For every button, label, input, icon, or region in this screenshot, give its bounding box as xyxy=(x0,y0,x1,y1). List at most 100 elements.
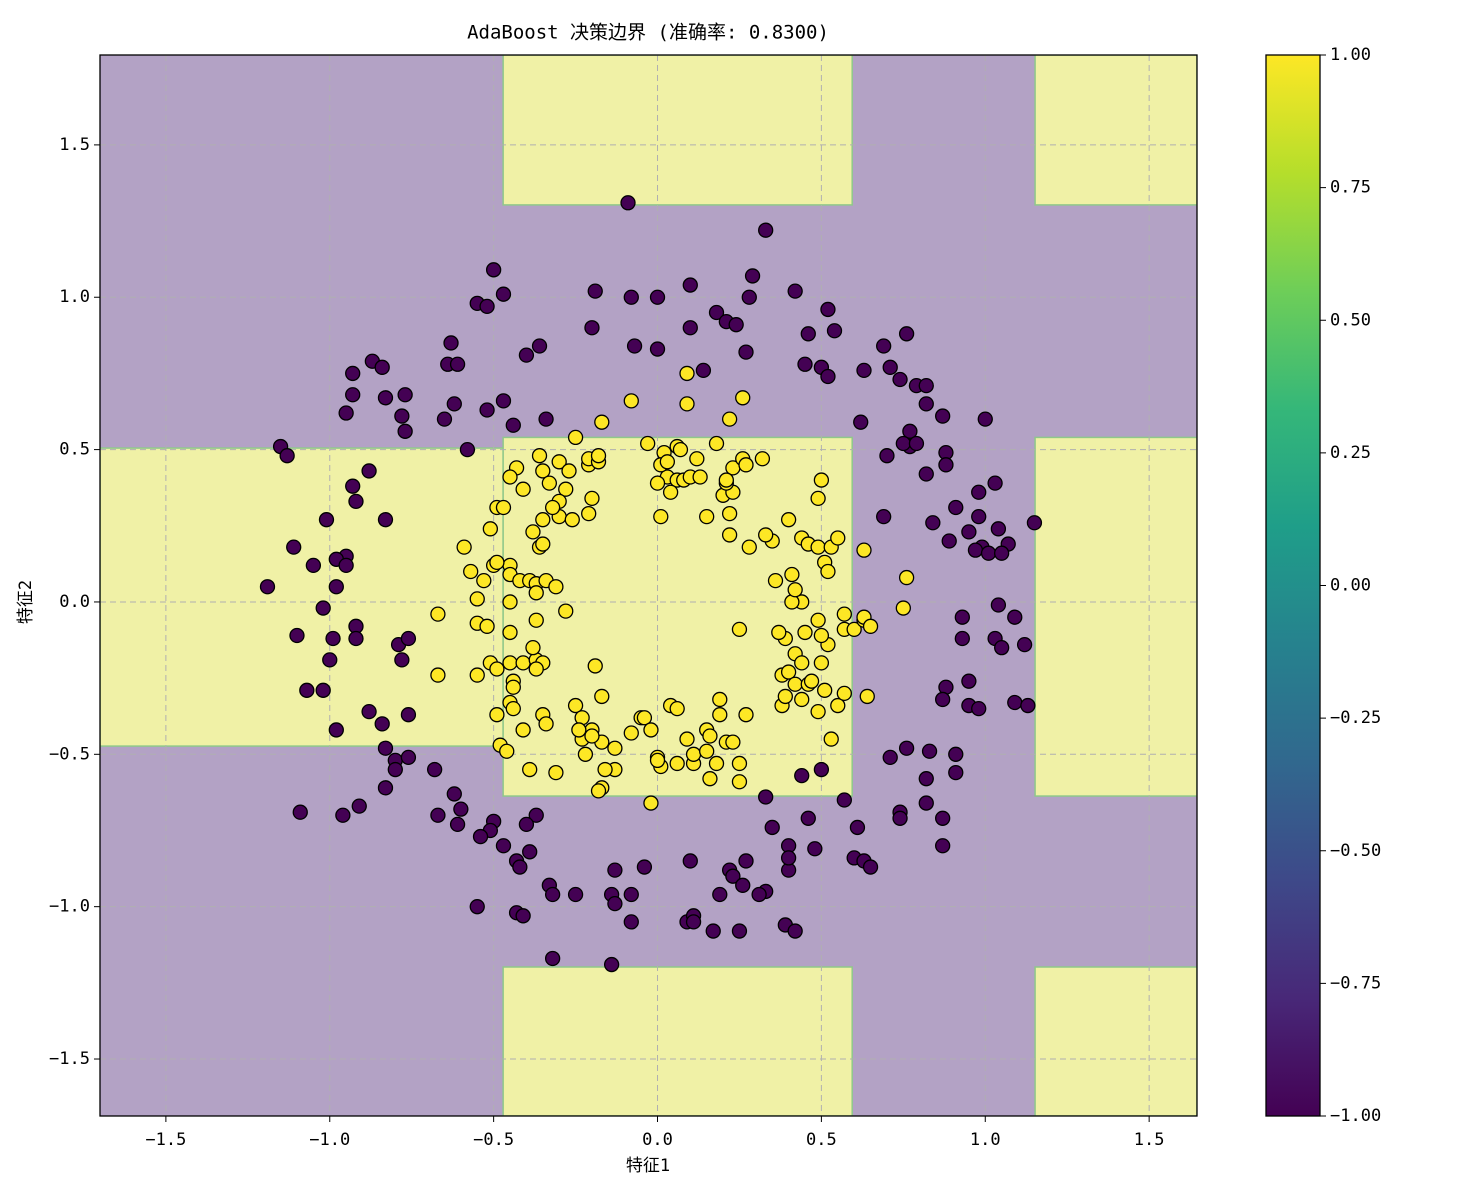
y-tick-label: −0.5 xyxy=(49,744,90,764)
point xyxy=(538,411,554,427)
plot-frame xyxy=(99,54,1198,1117)
decision-region xyxy=(502,966,853,1116)
point xyxy=(315,600,331,616)
point xyxy=(990,597,1007,613)
point xyxy=(623,289,639,305)
decision-region xyxy=(1034,55,1197,206)
point xyxy=(426,761,443,778)
point xyxy=(649,289,666,305)
point xyxy=(594,414,610,430)
point xyxy=(921,743,938,759)
point xyxy=(279,448,295,464)
point xyxy=(345,365,361,382)
x-tick-label: −1.5 xyxy=(145,1130,186,1150)
y-tick-label: −1.0 xyxy=(49,897,90,917)
point xyxy=(777,688,793,705)
point xyxy=(751,886,767,903)
point xyxy=(744,268,761,284)
point xyxy=(397,387,413,403)
point xyxy=(348,630,364,647)
point xyxy=(636,710,653,726)
x-tick-label: 1.0 xyxy=(970,1130,1001,1150)
point xyxy=(758,222,774,238)
point xyxy=(935,408,951,424)
point xyxy=(515,908,531,924)
point xyxy=(502,469,518,485)
point xyxy=(898,569,915,586)
colorbar-tick-label: −0.50 xyxy=(1330,841,1381,861)
point xyxy=(689,451,705,467)
point xyxy=(453,801,469,817)
point xyxy=(623,393,639,409)
point xyxy=(653,508,669,525)
point xyxy=(685,746,702,762)
point xyxy=(489,707,505,723)
point xyxy=(286,539,302,555)
point xyxy=(708,755,725,772)
point xyxy=(607,862,623,878)
point xyxy=(525,524,541,540)
point xyxy=(892,810,908,826)
point xyxy=(856,542,872,558)
point xyxy=(990,521,1007,537)
point xyxy=(803,673,820,689)
point xyxy=(810,612,826,628)
point xyxy=(820,368,836,385)
point xyxy=(567,697,584,714)
point xyxy=(551,454,567,470)
point xyxy=(954,630,970,647)
point xyxy=(918,377,934,394)
point xyxy=(820,301,836,318)
point xyxy=(902,423,918,439)
point xyxy=(695,362,712,379)
point xyxy=(836,606,852,622)
point xyxy=(561,463,577,479)
colorbar-tick-label: 0.75 xyxy=(1330,178,1371,198)
point xyxy=(679,731,695,747)
point xyxy=(541,475,558,491)
colorbar-tick-label: −1.00 xyxy=(1330,1106,1381,1126)
point xyxy=(669,700,685,717)
point xyxy=(377,390,394,406)
decision-region xyxy=(1034,436,1197,797)
point xyxy=(682,277,698,293)
point xyxy=(971,508,987,525)
point xyxy=(328,722,344,738)
point xyxy=(449,356,466,372)
point xyxy=(823,731,839,747)
point xyxy=(502,624,518,641)
point xyxy=(495,393,512,409)
point xyxy=(813,472,830,488)
point xyxy=(948,746,964,762)
decision-region xyxy=(1034,966,1197,1116)
point xyxy=(558,481,574,497)
point xyxy=(289,627,305,644)
point xyxy=(741,539,757,555)
point xyxy=(813,627,830,644)
point xyxy=(400,707,417,723)
point xyxy=(548,579,564,595)
point xyxy=(895,600,911,616)
point xyxy=(499,743,515,759)
point xyxy=(705,923,721,939)
point xyxy=(1007,609,1023,625)
point xyxy=(528,661,544,677)
point xyxy=(505,417,521,433)
point xyxy=(469,667,485,683)
point xyxy=(738,457,754,473)
point xyxy=(925,515,941,531)
y-axis-label: 特征2 xyxy=(16,580,36,624)
point xyxy=(558,603,574,619)
point xyxy=(967,542,984,558)
point xyxy=(876,508,892,525)
point xyxy=(581,505,597,522)
point xyxy=(374,716,390,732)
point xyxy=(564,512,580,528)
colorbar-tick-label: 0.00 xyxy=(1330,576,1371,596)
point xyxy=(459,441,476,458)
point xyxy=(587,283,603,299)
point xyxy=(764,819,780,836)
point xyxy=(954,609,970,625)
point xyxy=(725,734,741,750)
point xyxy=(898,740,915,756)
